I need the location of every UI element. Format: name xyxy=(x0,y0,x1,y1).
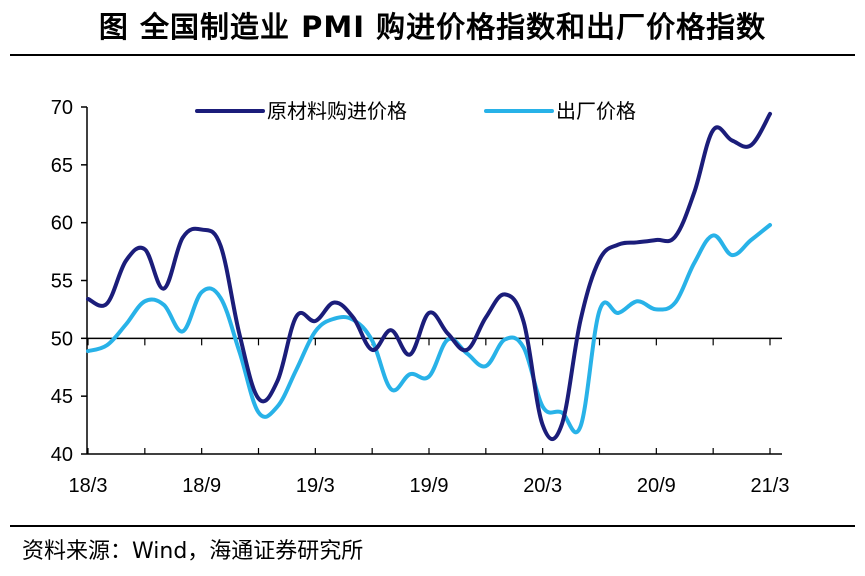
x-tick-label: 19/9 xyxy=(410,475,449,497)
x-tick-label: 18/3 xyxy=(69,475,108,497)
series-line-factory-price xyxy=(86,223,772,435)
x-tick-label: 19/3 xyxy=(296,475,335,497)
chart-title: 图 全国制造业 PMI 购进价格指数和出厂价格指数 xyxy=(98,10,767,44)
legend-label: 原材料购进价格 xyxy=(267,99,407,123)
x-tick-label: 21/3 xyxy=(751,475,790,497)
source-note: 资料来源：Wind，海通证券研究所 xyxy=(22,539,364,564)
x-tick-label: 20/9 xyxy=(637,475,676,497)
y-tick-label: 40 xyxy=(51,444,73,466)
y-tick-label: 65 xyxy=(51,155,73,177)
y-tick-label: 70 xyxy=(51,97,73,119)
footer-divider xyxy=(10,525,855,527)
y-tick-label: 45 xyxy=(51,386,73,408)
y-tick-label: 55 xyxy=(51,271,73,293)
series-line-purchase-price xyxy=(86,111,772,442)
title-divider xyxy=(10,54,855,56)
y-tick-label: 50 xyxy=(51,328,73,350)
legend-label: 出厂价格 xyxy=(556,99,636,123)
y-tick-label: 60 xyxy=(51,213,73,235)
x-tick-label: 20/3 xyxy=(523,475,562,497)
x-tick-label: 18/9 xyxy=(182,475,221,497)
